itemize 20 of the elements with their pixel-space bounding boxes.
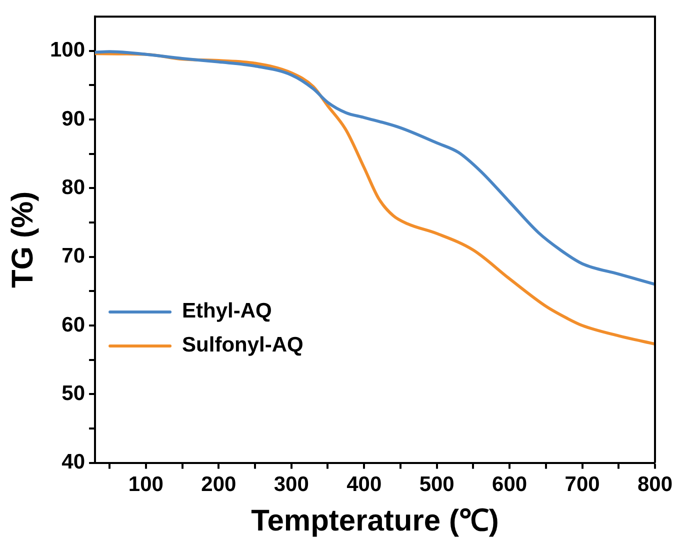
- y-tick-label: 50: [62, 382, 86, 405]
- x-tick-label: 200: [201, 473, 236, 496]
- x-tick-label: 100: [128, 473, 164, 496]
- y-axis-title: TG (%): [6, 191, 40, 288]
- x-tick-label: 500: [419, 473, 454, 496]
- y-tick-label: 60: [62, 313, 86, 336]
- x-tick-label: 800: [637, 473, 673, 496]
- x-tick-label: 600: [492, 473, 528, 496]
- x-tick-label: 700: [564, 473, 600, 496]
- line-series: [95, 50, 655, 286]
- x-tick-label: 400: [346, 473, 382, 496]
- x-tick-label: 300: [274, 473, 309, 496]
- y-tick-label: 70: [62, 244, 86, 268]
- y-tick-label: 100: [50, 38, 86, 62]
- y-tick-label: 90: [62, 107, 86, 130]
- y-tick-label: 40: [62, 450, 86, 474]
- legend-label: Sulfonyl-AQ: [182, 334, 304, 357]
- legend-label: Ethyl-AQ: [182, 300, 272, 323]
- x-axis-title: Tempterature (℃): [251, 504, 499, 538]
- y-tick-label: 80: [62, 176, 86, 200]
